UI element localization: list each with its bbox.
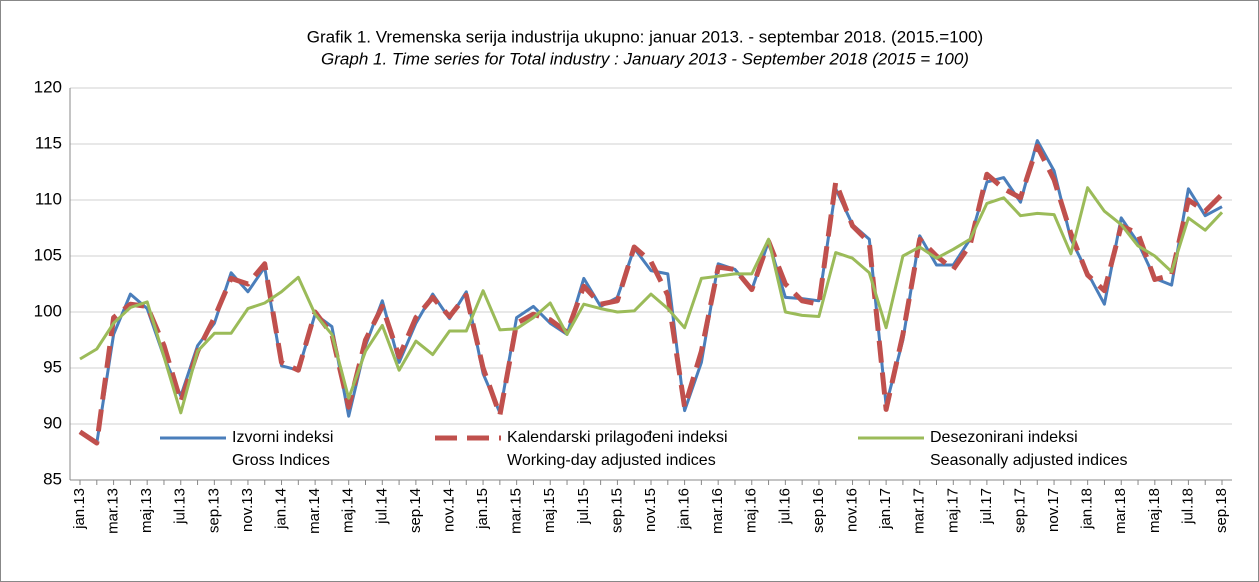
x-tick-label: jul.15	[575, 488, 592, 525]
x-tick-label: jul.13	[172, 488, 189, 525]
y-tick-label: 100	[34, 301, 62, 320]
x-tick-label: nov.13	[239, 488, 256, 532]
x-tick-label: jan.15	[474, 488, 491, 530]
x-tick-label: jan.13	[71, 488, 88, 530]
legend-label: Kalendarski prilagođeni indeksi	[507, 429, 728, 446]
legend-label: Gross Indices	[232, 452, 330, 469]
y-tick-label: 85	[43, 469, 62, 488]
x-tick-label: mar.13	[105, 488, 122, 534]
y-tick-label: 110	[35, 189, 62, 208]
x-tick-label: maj.18	[1146, 488, 1163, 533]
x-tick-label: maj.16	[743, 488, 760, 533]
chart-title: Grafik 1. Vremenska serija industrija uk…	[307, 27, 983, 46]
x-tick-label: jul.14	[373, 488, 390, 525]
x-tick-label: maj.13	[138, 488, 155, 533]
x-tick-label: sep.14	[407, 488, 424, 533]
y-tick-label: 120	[34, 77, 62, 96]
x-tick-label: mar.14	[306, 488, 323, 534]
x-tick-label: sep.17	[1011, 488, 1028, 533]
x-tick-label: mar.17	[911, 488, 928, 534]
x-tick-label: nov.17	[1045, 488, 1062, 532]
x-tick-label: jul.18	[1179, 488, 1196, 525]
chart-subtitle: Graph 1. Time series for Total industry …	[321, 49, 969, 68]
x-tick-label: maj.17	[944, 488, 961, 533]
y-tick-label: 90	[43, 413, 62, 432]
x-tick-label: sep.18	[1213, 488, 1230, 533]
x-tick-label: mar.15	[508, 488, 525, 534]
y-tick-label: 105	[34, 245, 62, 264]
x-tick-label: jan.18	[1079, 488, 1096, 530]
y-tick-label: 115	[35, 133, 62, 152]
legend-label: Desezonirani indeksi	[930, 429, 1078, 446]
x-tick-label: sep.16	[810, 488, 827, 533]
x-tick-label: mar.18	[1112, 488, 1129, 534]
x-tick-label: maj.14	[340, 488, 357, 533]
x-tick-label: nov.14	[440, 488, 457, 532]
legend-label: Working-day adjusted indices	[507, 452, 716, 469]
y-tick-label: 95	[43, 357, 62, 376]
x-tick-label: jan.17	[877, 488, 894, 530]
legend-label: Izvorni indeksi	[232, 429, 333, 446]
x-tick-label: nov.15	[642, 488, 659, 532]
legend-label: Seasonally adjusted indices	[930, 452, 1127, 469]
x-tick-label: nov.16	[843, 488, 860, 532]
x-tick-label: jul.16	[776, 488, 793, 525]
x-tick-label: sep.15	[608, 488, 625, 533]
x-tick-label: jan.16	[676, 488, 693, 530]
x-tick-label: sep.13	[205, 488, 222, 533]
series-line	[79, 186, 1224, 415]
x-tick-label: mar.16	[709, 488, 726, 534]
x-tick-label: maj.15	[541, 488, 558, 533]
x-tick-label: jan.14	[272, 488, 289, 530]
series-line	[78, 143, 1224, 446]
x-tick-label: jul.17	[978, 488, 995, 525]
